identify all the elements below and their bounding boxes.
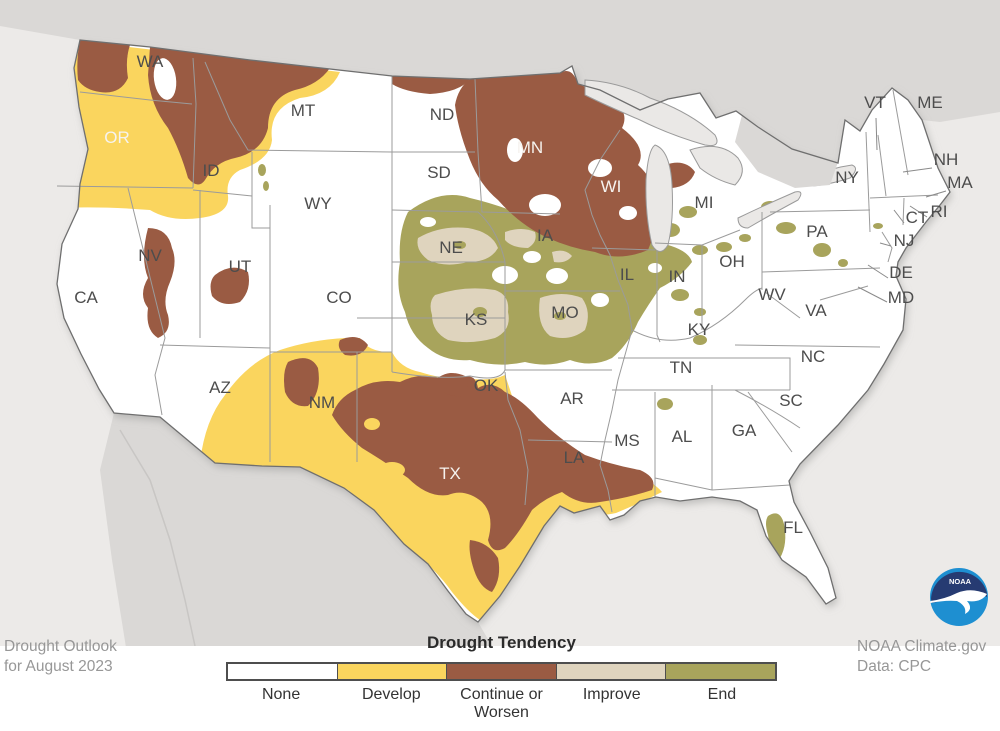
state-label-ga: GA	[732, 421, 757, 440]
state-label-nv: NV	[138, 246, 162, 265]
state-label-or: OR	[104, 128, 130, 147]
state-label-ms: MS	[614, 431, 640, 450]
noaa-logo-text: NOAA	[949, 577, 972, 586]
leader-lines	[857, 117, 947, 303]
mexico-landmass	[100, 413, 492, 646]
state-label-ut: UT	[229, 257, 252, 276]
legend-color-bar	[226, 662, 777, 681]
state-label-va: VA	[805, 301, 827, 320]
legend-label-develop: Develop	[361, 686, 421, 703]
state-labels: WA OR ID MT WY NV CA UT CO AZ NM ND SD NE KS OK TX MN IA MO…	[74, 52, 973, 537]
map-svg: WA OR ID MT WY NV CA UT CO AZ NM ND SD NE KS OK TX MN IA MO…	[0, 0, 1000, 646]
state-label-sc: SC	[779, 391, 803, 410]
state-label-tn: TN	[670, 358, 693, 377]
state-label-de: DE	[889, 263, 913, 282]
source-caption-line1: NOAA Climate.gov	[857, 638, 987, 655]
state-label-ks: KS	[465, 310, 488, 329]
legend-label-end: End	[707, 686, 737, 703]
source-caption: NOAA Climate.gov Data: CPC	[857, 637, 986, 678]
state-label-nm: NM	[309, 393, 335, 412]
state-label-az: AZ	[209, 378, 231, 397]
state-label-oh: OH	[719, 252, 745, 271]
state-label-in: IN	[669, 267, 686, 286]
noaa-logo-svg: NOAA	[930, 568, 988, 626]
legend-title: Drought Tendency	[427, 633, 576, 652]
continue-worsen-regions	[77, 40, 695, 592]
end-speckles	[454, 241, 566, 320]
state-label-sd: SD	[427, 163, 451, 182]
state-borders	[56, 57, 939, 513]
ontario-peninsula	[735, 115, 838, 188]
state-label-wa: WA	[137, 52, 164, 71]
state-label-tx: TX	[439, 464, 461, 483]
drought-tendency-legend: Drought Tendency None Develop Continue o…	[226, 633, 777, 723]
legend-label-none: None	[261, 686, 301, 703]
us-outline	[56, 39, 951, 623]
state-label-mt: MT	[291, 101, 316, 120]
legend-swatch-end	[666, 664, 775, 679]
outlook-caption: Drought Outlook for August 2023	[4, 637, 117, 678]
state-label-md: MD	[888, 288, 914, 307]
canada-landmass	[0, 0, 1000, 163]
legend-swatch-continue-worsen	[447, 664, 557, 679]
state-label-mi: MI	[695, 193, 714, 212]
legend-label-improve: Improve	[582, 686, 641, 703]
us-drought-map: WA OR ID MT WY NV CA UT CO AZ NM ND SD NE KS OK TX MN IA MO…	[0, 0, 1000, 646]
state-label-ri: RI	[931, 202, 948, 221]
legend-swatch-improve	[556, 664, 667, 679]
state-label-wi: WI	[601, 177, 622, 196]
state-label-pa: PA	[806, 222, 828, 241]
legend-label-continue-worsen: Continue or Worsen	[460, 686, 543, 722]
legend-swatch-none	[228, 664, 338, 679]
state-label-wv: WV	[758, 285, 786, 304]
state-label-ky: KY	[688, 320, 711, 339]
state-label-ny: NY	[835, 168, 859, 187]
state-label-nd: ND	[430, 105, 455, 124]
gaps-on-brown	[153, 58, 637, 478]
legend-swatch-develop	[337, 664, 448, 679]
state-label-al: AL	[672, 427, 693, 446]
state-label-ct: CT	[906, 208, 929, 227]
state-label-co: CO	[326, 288, 352, 307]
outlook-caption-line2: for August 2023	[4, 658, 113, 676]
state-label-la: LA	[564, 448, 585, 467]
outlook-caption-line1: Drought Outlook	[4, 638, 117, 655]
noaa-logo-top-half	[931, 571, 987, 603]
state-label-id: ID	[203, 161, 220, 180]
state-label-il: IL	[620, 265, 634, 284]
state-label-ca: CA	[74, 288, 98, 307]
state-label-nc: NC	[801, 347, 826, 366]
state-label-mn: MN	[517, 138, 543, 157]
state-label-ar: AR	[560, 389, 584, 408]
state-label-ne: NE	[439, 238, 463, 257]
state-label-me: ME	[917, 93, 943, 112]
state-label-ia: IA	[537, 226, 554, 245]
state-label-mo: MO	[551, 303, 578, 322]
noaa-seagull-icon	[930, 590, 987, 614]
lake-superior	[584, 79, 718, 146]
legend-labels: None Develop Continue or Worsen Improve …	[226, 686, 777, 723]
noaa-logo: NOAA	[929, 567, 989, 627]
drought-regions	[59, 40, 883, 620]
lake-erie	[737, 191, 802, 229]
state-label-wy: WY	[304, 194, 331, 213]
state-label-ma: MA	[947, 173, 973, 192]
state-label-fl: FL	[783, 518, 803, 537]
lake-huron	[689, 145, 743, 186]
state-label-nh: NH	[934, 150, 959, 169]
baja-coastline	[119, 429, 196, 646]
state-label-nj: NJ	[894, 231, 915, 250]
state-label-ok: OK	[474, 376, 499, 395]
state-label-vt: VT	[864, 93, 886, 112]
lake-michigan	[645, 144, 673, 252]
source-caption-line2: Data: CPC	[857, 658, 932, 676]
